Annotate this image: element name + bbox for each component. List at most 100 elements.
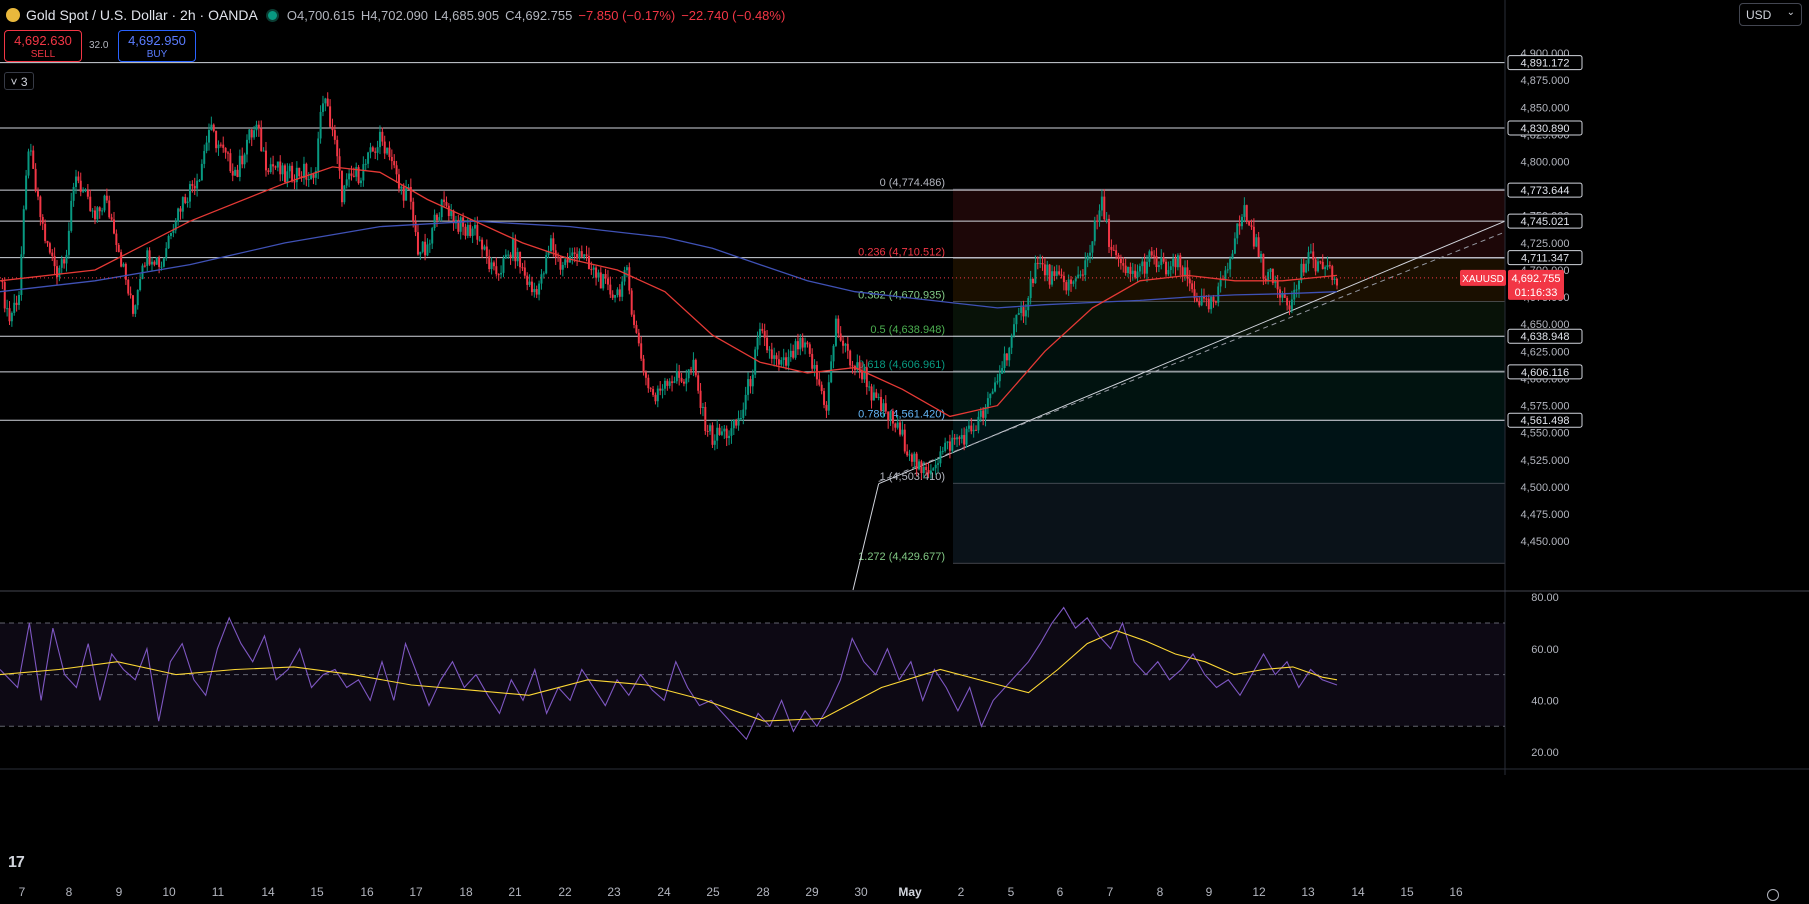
ohlc-open: O4,700.615 <box>286 7 355 23</box>
candle-up <box>188 184 191 202</box>
candle-up <box>507 254 510 256</box>
fib-zone <box>953 189 1505 259</box>
fib-level-label: 1.272 (4,429.677) <box>858 551 945 563</box>
candle-down <box>761 328 764 331</box>
indicators-toggle[interactable]: ˅ 3 <box>4 72 34 90</box>
candle-up <box>944 442 947 451</box>
candle-down <box>1314 259 1317 272</box>
settings-icon[interactable] <box>1767 889 1779 901</box>
candle-down <box>77 176 80 181</box>
candle-down <box>191 184 194 186</box>
sell-button[interactable]: 4,692.630 SELL <box>4 30 82 62</box>
candle-down <box>193 185 196 189</box>
candle-up <box>473 224 476 229</box>
candle-down <box>704 406 707 432</box>
candle-down <box>566 259 569 263</box>
candle-down <box>32 150 35 169</box>
candle-up <box>1233 238 1236 254</box>
candle-down <box>215 130 218 149</box>
symbol-tag <box>1460 269 1506 286</box>
candle-up <box>1084 260 1087 276</box>
candle-up <box>20 254 23 296</box>
time-axis-tick: 11 <box>212 885 225 899</box>
candle-down <box>412 201 415 222</box>
price-line-tag <box>1507 250 1583 266</box>
candle-up <box>723 428 726 432</box>
candle-up <box>160 266 163 268</box>
candle-up <box>1010 335 1013 348</box>
price-axis-tick: 4,525.000 <box>1521 455 1570 467</box>
time-axis-tick: 7 <box>1107 885 1114 899</box>
candle-down <box>1096 220 1099 222</box>
candle-down <box>305 163 308 180</box>
candle-down <box>557 256 560 258</box>
candle-up <box>181 197 184 212</box>
fib-zone <box>953 336 1505 371</box>
candle-down <box>842 340 845 346</box>
candle-up <box>545 255 548 274</box>
price-axis-tick: 4,450.000 <box>1521 536 1570 548</box>
candle-up <box>623 270 626 282</box>
candle-down <box>1331 266 1334 280</box>
candle-down <box>1214 301 1217 303</box>
candle-up <box>1015 314 1018 325</box>
symbol-title[interactable]: Gold Spot / U.S. Dollar · 2h · OANDA <box>26 7 258 23</box>
fib-level-label: 0.382 (4,670.935) <box>858 290 945 302</box>
candle-up <box>307 179 310 181</box>
candle-down <box>1060 274 1063 276</box>
candle-up <box>960 435 963 439</box>
time-axis-tick: 25 <box>706 885 720 899</box>
candle-up <box>1317 261 1320 272</box>
candle-up <box>343 185 346 203</box>
fib-level-label: 0.236 (4,710.512) <box>858 247 945 259</box>
candle-down <box>963 435 966 445</box>
candle-up <box>1305 263 1308 273</box>
candle-down <box>184 197 187 203</box>
candle-down <box>279 161 282 175</box>
fib-zone <box>953 370 1505 421</box>
candle-up <box>431 228 434 244</box>
candle-down <box>509 254 512 258</box>
buy-button[interactable]: 4,692.950 BUY <box>118 30 196 62</box>
candle-up <box>827 382 830 411</box>
candle-up <box>583 254 586 257</box>
sell-price: 4,692.630 <box>14 33 72 48</box>
candle-down <box>706 431 709 433</box>
time-axis-tick: 23 <box>607 885 621 899</box>
candle-up <box>502 258 505 273</box>
price-axis-tick: 4,625.000 <box>1521 346 1570 358</box>
candle-up <box>103 195 106 211</box>
candle-down <box>642 358 645 373</box>
candle-up <box>1217 286 1220 303</box>
candle-up <box>578 251 581 259</box>
candle-up <box>972 429 975 432</box>
candle-up <box>1219 278 1222 287</box>
candle-down <box>884 403 887 412</box>
candle-down <box>222 144 225 148</box>
candle-down <box>820 384 823 392</box>
candle-up <box>720 431 723 435</box>
currency-select[interactable]: USD ⌄ <box>1739 3 1802 26</box>
time-axis-tick: 9 <box>1206 885 1213 899</box>
candle-up <box>542 273 545 275</box>
candle-down <box>53 255 56 267</box>
candle-down <box>89 196 92 211</box>
candle-up <box>1231 253 1234 259</box>
candle-up <box>1184 267 1187 277</box>
candle-down <box>559 257 562 270</box>
candle-down <box>811 353 814 369</box>
candle-down <box>770 349 773 359</box>
gold-coin-icon <box>6 8 20 22</box>
candle-up <box>739 418 742 420</box>
candle-up <box>564 259 567 265</box>
price-axis-tick: 4,800.000 <box>1521 156 1570 168</box>
candle-down <box>219 144 222 146</box>
candle-up <box>217 144 220 149</box>
price-line-tag-label: 4,891.172 <box>1521 58 1570 70</box>
fib-level-label: 0 (4,774.486) <box>880 177 945 189</box>
candle-up <box>139 279 142 290</box>
candle-down <box>15 302 18 305</box>
candle-up <box>1324 267 1327 269</box>
candle-up <box>773 355 776 359</box>
